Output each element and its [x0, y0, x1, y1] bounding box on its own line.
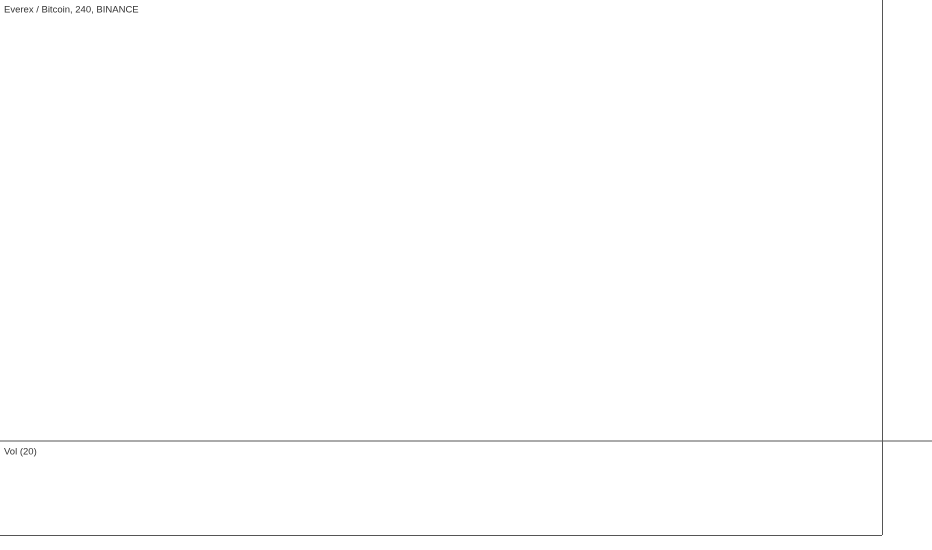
- chart-title: Everex / Bitcoin, 240, BINANCE: [4, 5, 139, 16]
- volume-title: Vol (20): [4, 447, 37, 458]
